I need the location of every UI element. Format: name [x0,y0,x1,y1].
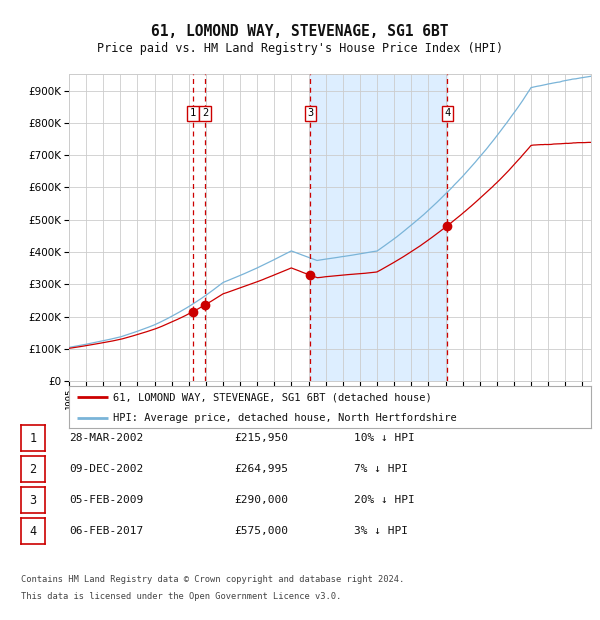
Text: 05-FEB-2009: 05-FEB-2009 [69,495,143,505]
Text: 1: 1 [29,432,37,445]
Text: 09-DEC-2002: 09-DEC-2002 [69,464,143,474]
Text: 20% ↓ HPI: 20% ↓ HPI [354,495,415,505]
Text: £215,950: £215,950 [234,433,288,443]
Text: HPI: Average price, detached house, North Hertfordshire: HPI: Average price, detached house, Nort… [113,413,457,423]
Text: 3: 3 [307,108,313,118]
Text: 61, LOMOND WAY, STEVENAGE, SG1 6BT: 61, LOMOND WAY, STEVENAGE, SG1 6BT [151,24,449,38]
Text: 3% ↓ HPI: 3% ↓ HPI [354,526,408,536]
Text: 7% ↓ HPI: 7% ↓ HPI [354,464,408,474]
Text: £264,995: £264,995 [234,464,288,474]
Text: Price paid vs. HM Land Registry's House Price Index (HPI): Price paid vs. HM Land Registry's House … [97,42,503,55]
Text: 3: 3 [29,494,37,507]
Text: £575,000: £575,000 [234,526,288,536]
Text: Contains HM Land Registry data © Crown copyright and database right 2024.: Contains HM Land Registry data © Crown c… [21,575,404,584]
Bar [310,74,447,381]
Text: 61, LOMOND WAY, STEVENAGE, SG1 6BT (detached house): 61, LOMOND WAY, STEVENAGE, SG1 6BT (deta… [113,392,432,402]
Text: 28-MAR-2002: 28-MAR-2002 [69,433,143,443]
Text: 4: 4 [29,525,37,538]
Text: 4: 4 [444,108,451,118]
Text: £290,000: £290,000 [234,495,288,505]
Text: 1: 1 [190,108,196,118]
Text: 06-FEB-2017: 06-FEB-2017 [69,526,143,536]
Text: 10% ↓ HPI: 10% ↓ HPI [354,433,415,443]
Text: This data is licensed under the Open Government Licence v3.0.: This data is licensed under the Open Gov… [21,592,341,601]
Text: 2: 2 [202,108,208,118]
Text: 2: 2 [29,463,37,476]
